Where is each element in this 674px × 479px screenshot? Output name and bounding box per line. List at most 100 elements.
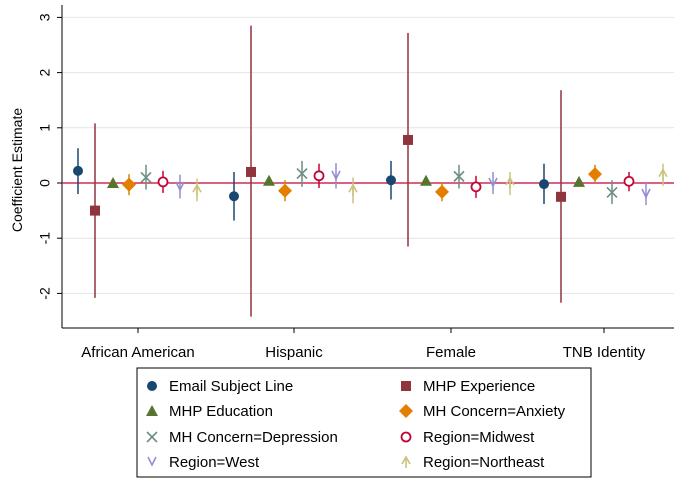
- x-tick-label: Female: [426, 344, 476, 361]
- series-mhp-education-point-shape: [263, 174, 275, 186]
- series-mhp-education-point-shape: [420, 174, 432, 186]
- series-region-midwest-point-shape: [623, 175, 635, 187]
- series-mh-concern-anxiety-point: [278, 183, 292, 198]
- legend-label: MH Concern=Depression: [169, 429, 338, 446]
- series-region-west-point-shape: [641, 188, 651, 199]
- y-tick-label: -2: [37, 287, 53, 300]
- x-tick-label: Hispanic: [265, 344, 323, 361]
- series-mh-concern-anxiety-point-shape: [122, 177, 136, 192]
- series-mhp-experience-point-shape: [90, 205, 100, 216]
- series-region-west-point-shape: [488, 177, 498, 188]
- series-email-subject-line-point: [539, 179, 549, 190]
- x-tick-label: African American: [81, 344, 194, 361]
- series-email-subject-line-point: [386, 175, 396, 186]
- series-mhp-education-point: [420, 174, 432, 186]
- legend-marker-shape: [147, 381, 157, 391]
- series-region-northeast-point: [348, 183, 358, 197]
- series-region-northeast-point-shape: [658, 168, 668, 181]
- series-mh-concern-depression-point-shape: [453, 170, 465, 182]
- series-mh-concern-depression-point-shape: [140, 171, 152, 184]
- legend-marker-shape: [399, 404, 413, 418]
- legend-marker: [146, 405, 158, 416]
- series-mhp-experience-point-shape: [246, 166, 256, 177]
- series-region-west-point-shape: [331, 170, 341, 181]
- series-email-subject-line-point: [229, 191, 239, 202]
- series-mh-concern-depression-point-shape: [296, 168, 308, 180]
- series-region-northeast-point-shape: [348, 183, 358, 197]
- legend-marker: [147, 456, 157, 467]
- series-region-west-point-shape: [175, 181, 185, 192]
- series-mhp-experience-point: [403, 134, 413, 145]
- series-mh-concern-anxiety-point: [122, 177, 136, 192]
- series-mhp-experience-point: [556, 191, 566, 202]
- series-region-midwest-point: [623, 175, 635, 187]
- legend-label: MHP Education: [169, 403, 273, 420]
- series-region-west-point: [331, 170, 341, 181]
- legend-marker: [147, 381, 157, 391]
- series-region-northeast-point: [505, 176, 515, 189]
- legend-marker-shape: [401, 455, 411, 468]
- series-email-subject-line-point-shape: [229, 191, 239, 202]
- series-mh-concern-anxiety-point-shape: [435, 184, 449, 199]
- series-mh-concern-anxiety-point: [588, 167, 602, 182]
- series-email-subject-line-point-shape: [539, 179, 549, 190]
- legend-marker: [400, 431, 412, 443]
- legend-marker-shape: [400, 431, 412, 443]
- series-mhp-education-point: [573, 175, 585, 187]
- legend-marker-shape: [146, 405, 158, 416]
- legend-label: MHP Experience: [423, 378, 535, 395]
- series-mh-concern-anxiety-point-shape: [278, 183, 292, 198]
- series-mhp-experience-point: [90, 205, 100, 216]
- legend-label: MH Concern=Anxiety: [423, 403, 566, 420]
- series-region-west-point: [175, 181, 185, 192]
- series-region-northeast-point: [192, 183, 202, 197]
- series-mhp-education-point: [107, 177, 119, 188]
- legend-marker: [399, 404, 413, 418]
- series-email-subject-line-point-shape: [73, 165, 83, 176]
- series-region-midwest-point: [157, 176, 169, 188]
- series-region-west-point: [488, 177, 498, 188]
- series-region-northeast-point-shape: [505, 176, 515, 189]
- series-region-midwest-point: [313, 170, 325, 182]
- x-tick-label: TNB Identity: [563, 344, 646, 361]
- legend-marker: [401, 455, 411, 468]
- series-mhp-experience-point: [246, 166, 256, 177]
- series-mhp-experience-point-shape: [403, 134, 413, 145]
- legend-label: Email Subject Line: [169, 378, 293, 395]
- legend-box: [136, 367, 592, 478]
- legend-marker-shape: [146, 431, 158, 443]
- series-region-northeast-point-shape: [192, 183, 202, 197]
- series-mh-concern-depression-point: [296, 168, 308, 180]
- series-mh-concern-depression-point: [453, 170, 465, 182]
- series-region-midwest-point: [470, 181, 482, 193]
- series-mh-concern-depression-point: [140, 171, 152, 184]
- series-mh-concern-depression-point-shape: [606, 186, 618, 198]
- series-mhp-education-point: [263, 174, 275, 186]
- series-mh-concern-anxiety-point-shape: [588, 167, 602, 182]
- y-tick-label: 2: [37, 68, 53, 76]
- y-tick-label: -1: [37, 232, 53, 245]
- y-tick-label: 3: [37, 13, 53, 21]
- series-email-subject-line-point: [73, 165, 83, 176]
- series-email-subject-line-point-shape: [386, 175, 396, 186]
- series-mhp-education-point-shape: [573, 175, 585, 187]
- series-region-west-point: [641, 188, 651, 199]
- series-mhp-education-point-shape: [107, 177, 119, 188]
- series-mh-concern-depression-point: [606, 186, 618, 198]
- series-region-midwest-point-shape: [157, 176, 169, 188]
- legend-marker-shape: [401, 381, 411, 391]
- y-tick-label: 0: [37, 179, 53, 187]
- legend-label: Region=Northeast: [423, 454, 545, 471]
- series-region-northeast-point: [658, 168, 668, 181]
- y-tick-label: 1: [37, 124, 53, 132]
- legend-marker-shape: [147, 456, 157, 467]
- legend-marker: [401, 381, 411, 391]
- series-mhp-experience-point-shape: [556, 191, 566, 202]
- legend-label: Region=West: [169, 454, 260, 471]
- legend-marker: [146, 431, 158, 443]
- series-mh-concern-anxiety-point: [435, 184, 449, 199]
- legend-label: Region=Midwest: [423, 429, 535, 446]
- y-axis-title: Coefficient Estimate: [9, 108, 25, 232]
- series-region-midwest-point-shape: [470, 181, 482, 193]
